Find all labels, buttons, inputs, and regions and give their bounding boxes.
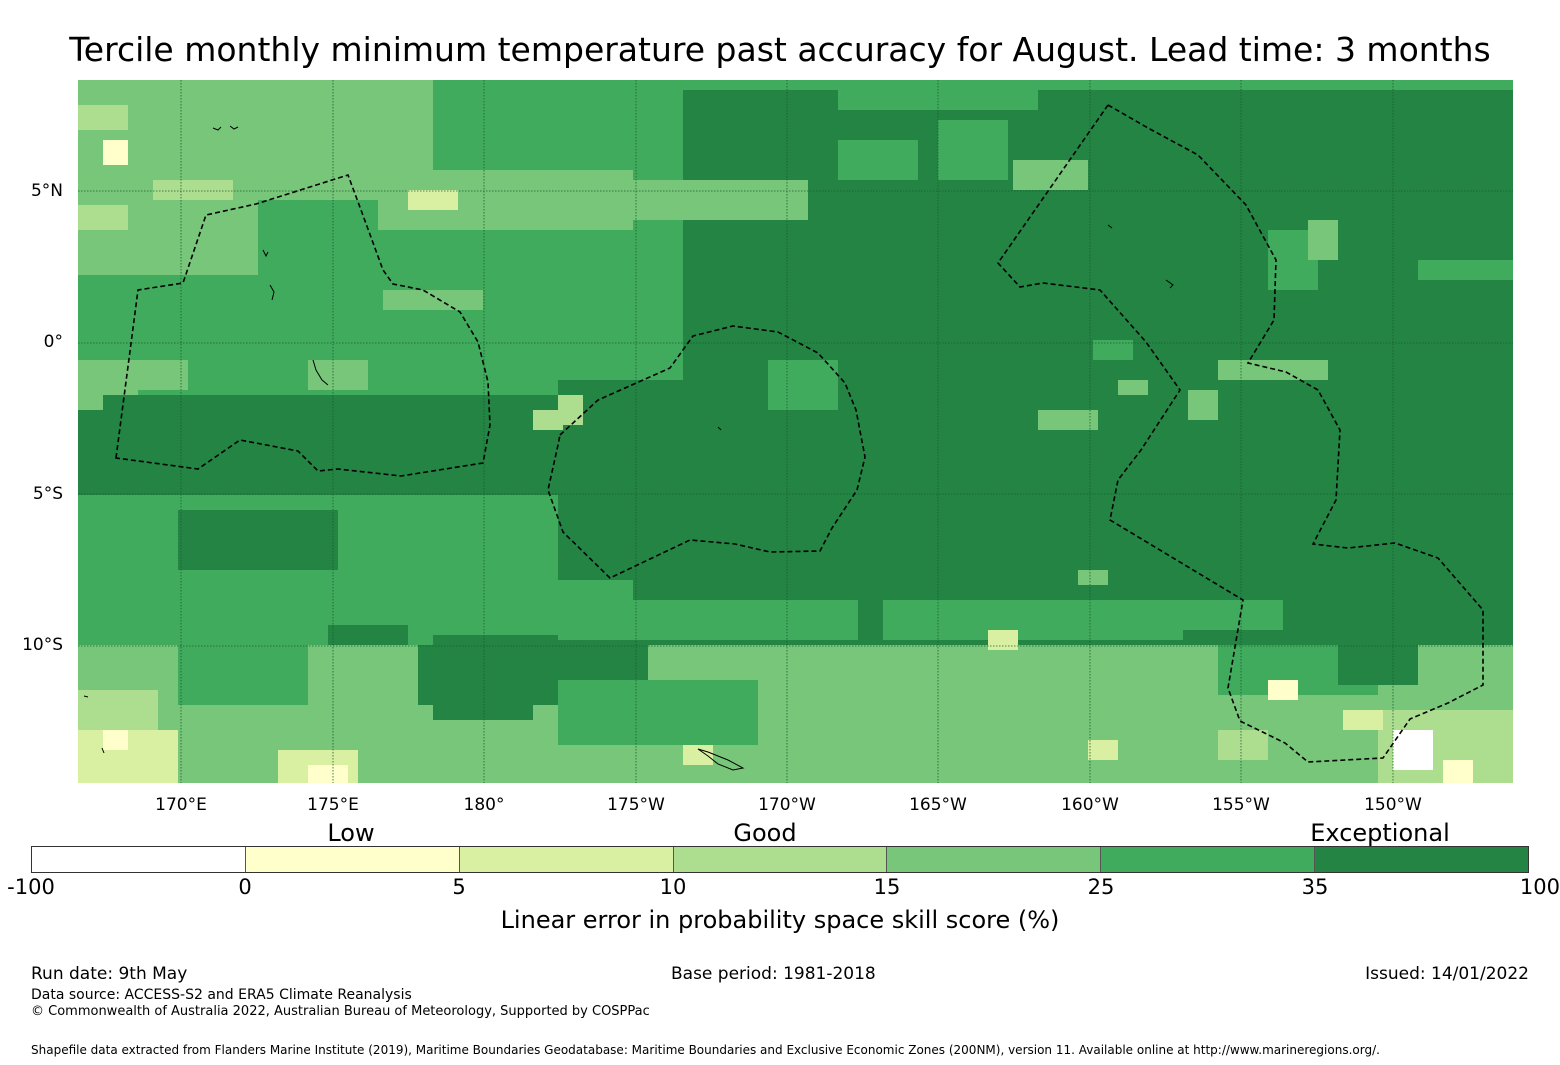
legend-tick: 0 <box>238 875 252 899</box>
skill-cell <box>1338 645 1418 685</box>
lon-label-150w: 150°W <box>1364 795 1422 815</box>
skill-cell <box>408 190 458 210</box>
skill-cell <box>1038 410 1098 430</box>
skill-cell <box>1308 220 1338 260</box>
eez-boundary-tokelau-samoa <box>547 325 866 579</box>
skill-cell <box>103 730 128 750</box>
shapefile-credit: Shapefile data extracted from Flanders M… <box>31 1043 1380 1057</box>
skill-cell <box>1343 710 1383 730</box>
lon-label-165w: 165°W <box>909 795 967 815</box>
skill-cell <box>1393 730 1433 770</box>
skill-cell <box>1088 740 1118 760</box>
skill-cell <box>768 360 838 410</box>
lat-label-5s: 5°S <box>32 484 63 504</box>
skill-cell <box>308 415 458 495</box>
skill-cell <box>633 180 808 220</box>
copyright: © Commonwealth of Australia 2022, Austra… <box>31 1004 650 1019</box>
eez-boundary-tuvalu-kiribati-west <box>115 174 491 477</box>
legend-category-low: Low <box>327 819 375 847</box>
lon-label-175e: 175°E <box>307 795 359 815</box>
skill-cell <box>1078 570 1108 585</box>
eez-boundaries <box>115 103 1484 763</box>
lat-label-5n: 5°N <box>30 181 63 201</box>
run-date: Run date: 9th May <box>31 964 188 984</box>
skill-cell <box>558 600 858 640</box>
base-period: Base period: 1981-2018 <box>671 964 876 984</box>
skill-cell <box>1268 680 1298 700</box>
skill-cell <box>683 745 713 765</box>
island-outlines <box>83 125 1174 771</box>
skill-cell <box>838 90 1038 110</box>
lon-label-170w: 170°W <box>758 795 816 815</box>
skill-cell <box>308 360 368 390</box>
skill-cell <box>683 80 1513 90</box>
skill-cell <box>1093 340 1133 360</box>
eez-boundary-kiribati-line <box>996 103 1484 763</box>
skill-cell <box>383 290 483 310</box>
skill-cell <box>1218 360 1328 380</box>
skill-cell <box>153 180 233 200</box>
skill-cell <box>558 395 583 425</box>
skill-cell <box>838 140 918 180</box>
legend-tick: -100 <box>7 875 55 899</box>
legend-category-exceptional: Exceptional <box>1310 819 1450 847</box>
legend-color-4 <box>887 847 1102 872</box>
legend-color-0 <box>32 847 246 872</box>
legend-color-1 <box>245 847 460 872</box>
skill-cell <box>1013 160 1088 190</box>
legend-label: Linear error in probability space skill … <box>500 906 1060 934</box>
skill-cell <box>938 120 1008 180</box>
lat-label-10s: 10°S <box>22 635 63 655</box>
skill-cell <box>78 205 128 230</box>
skill-cell <box>128 360 188 390</box>
legend-colorbar <box>31 846 1529 873</box>
lon-label-170e: 170°E <box>155 795 207 815</box>
skill-cell <box>1418 260 1513 280</box>
skill-cell <box>178 645 308 705</box>
skill-score-map <box>78 80 1513 783</box>
legend-category-good: Good <box>733 819 797 847</box>
skill-cell <box>1218 730 1268 760</box>
issued-date: Issued: 14/01/2022 <box>1365 964 1529 984</box>
legend-tick: 100 <box>1519 875 1560 899</box>
skill-cell <box>103 395 308 495</box>
skill-cell <box>533 410 563 430</box>
legend-color-3 <box>673 847 888 872</box>
legend-tick: 35 <box>1301 875 1329 899</box>
skill-cell <box>1183 600 1283 630</box>
lat-label-0: 0° <box>43 332 63 352</box>
legend-color-2 <box>459 847 674 872</box>
legend-color-5 <box>1101 847 1316 872</box>
skill-cell <box>758 690 988 740</box>
graticule-lines <box>78 80 1513 783</box>
skill-cell <box>1443 760 1473 783</box>
skill-cell <box>988 630 1018 650</box>
legend-tick: 5 <box>452 875 466 899</box>
legend-tick: 10 <box>659 875 687 899</box>
skill-cell <box>78 105 128 130</box>
lon-label-155w: 155°W <box>1212 795 1270 815</box>
lon-label-180: 180° <box>463 795 505 815</box>
legend-tick: 15 <box>873 875 901 899</box>
skill-cell <box>633 80 683 190</box>
data-source: Data source: ACCESS-S2 and ERA5 Climate … <box>31 987 412 1003</box>
skill-cell <box>1118 380 1148 395</box>
skill-cell <box>308 765 348 783</box>
skill-grid-cells <box>78 80 1513 783</box>
skill-cell <box>558 680 758 745</box>
chart-title: Tercile monthly minimum temperature past… <box>69 30 1491 69</box>
skill-cell <box>1188 390 1218 420</box>
lon-label-160w: 160°W <box>1061 795 1119 815</box>
legend-tick: 25 <box>1087 875 1115 899</box>
skill-cell <box>433 680 533 720</box>
lon-label-175w: 175°W <box>607 795 665 815</box>
skill-cell <box>883 600 1183 640</box>
skill-cell <box>258 535 308 560</box>
skill-cell <box>103 140 128 165</box>
legend-color-6 <box>1315 847 1529 872</box>
